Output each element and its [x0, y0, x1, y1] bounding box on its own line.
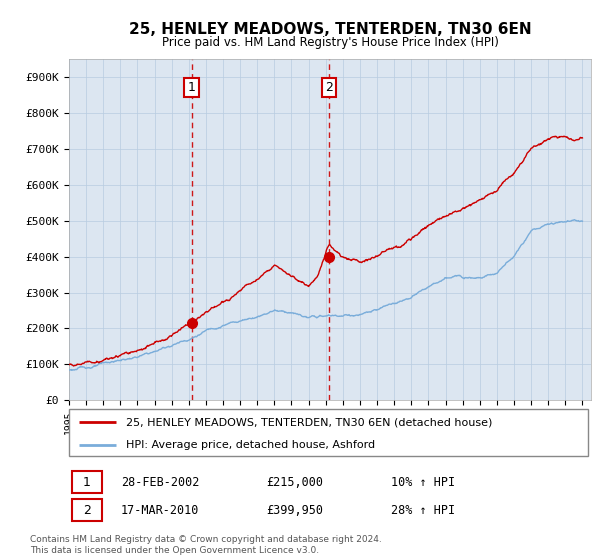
Text: 10% ↑ HPI: 10% ↑ HPI	[391, 475, 455, 489]
Text: £399,950: £399,950	[266, 503, 323, 517]
Text: 28% ↑ HPI: 28% ↑ HPI	[391, 503, 455, 517]
FancyBboxPatch shape	[69, 409, 588, 456]
Text: £215,000: £215,000	[266, 475, 323, 489]
FancyBboxPatch shape	[71, 500, 101, 521]
Text: 17-MAR-2010: 17-MAR-2010	[121, 503, 199, 517]
Text: Price paid vs. HM Land Registry's House Price Index (HPI): Price paid vs. HM Land Registry's House …	[161, 36, 499, 49]
Text: 1: 1	[83, 475, 91, 489]
Text: HPI: Average price, detached house, Ashford: HPI: Average price, detached house, Ashf…	[126, 440, 375, 450]
Text: 2: 2	[325, 81, 333, 94]
FancyBboxPatch shape	[71, 472, 101, 493]
Text: 25, HENLEY MEADOWS, TENTERDEN, TN30 6EN: 25, HENLEY MEADOWS, TENTERDEN, TN30 6EN	[128, 22, 532, 38]
Text: 25, HENLEY MEADOWS, TENTERDEN, TN30 6EN (detached house): 25, HENLEY MEADOWS, TENTERDEN, TN30 6EN …	[126, 417, 493, 427]
Text: 1: 1	[188, 81, 196, 94]
Text: 28-FEB-2002: 28-FEB-2002	[121, 475, 199, 489]
Text: Contains HM Land Registry data © Crown copyright and database right 2024.: Contains HM Land Registry data © Crown c…	[30, 535, 382, 544]
Text: 2: 2	[83, 503, 91, 517]
Text: This data is licensed under the Open Government Licence v3.0.: This data is licensed under the Open Gov…	[30, 546, 319, 555]
